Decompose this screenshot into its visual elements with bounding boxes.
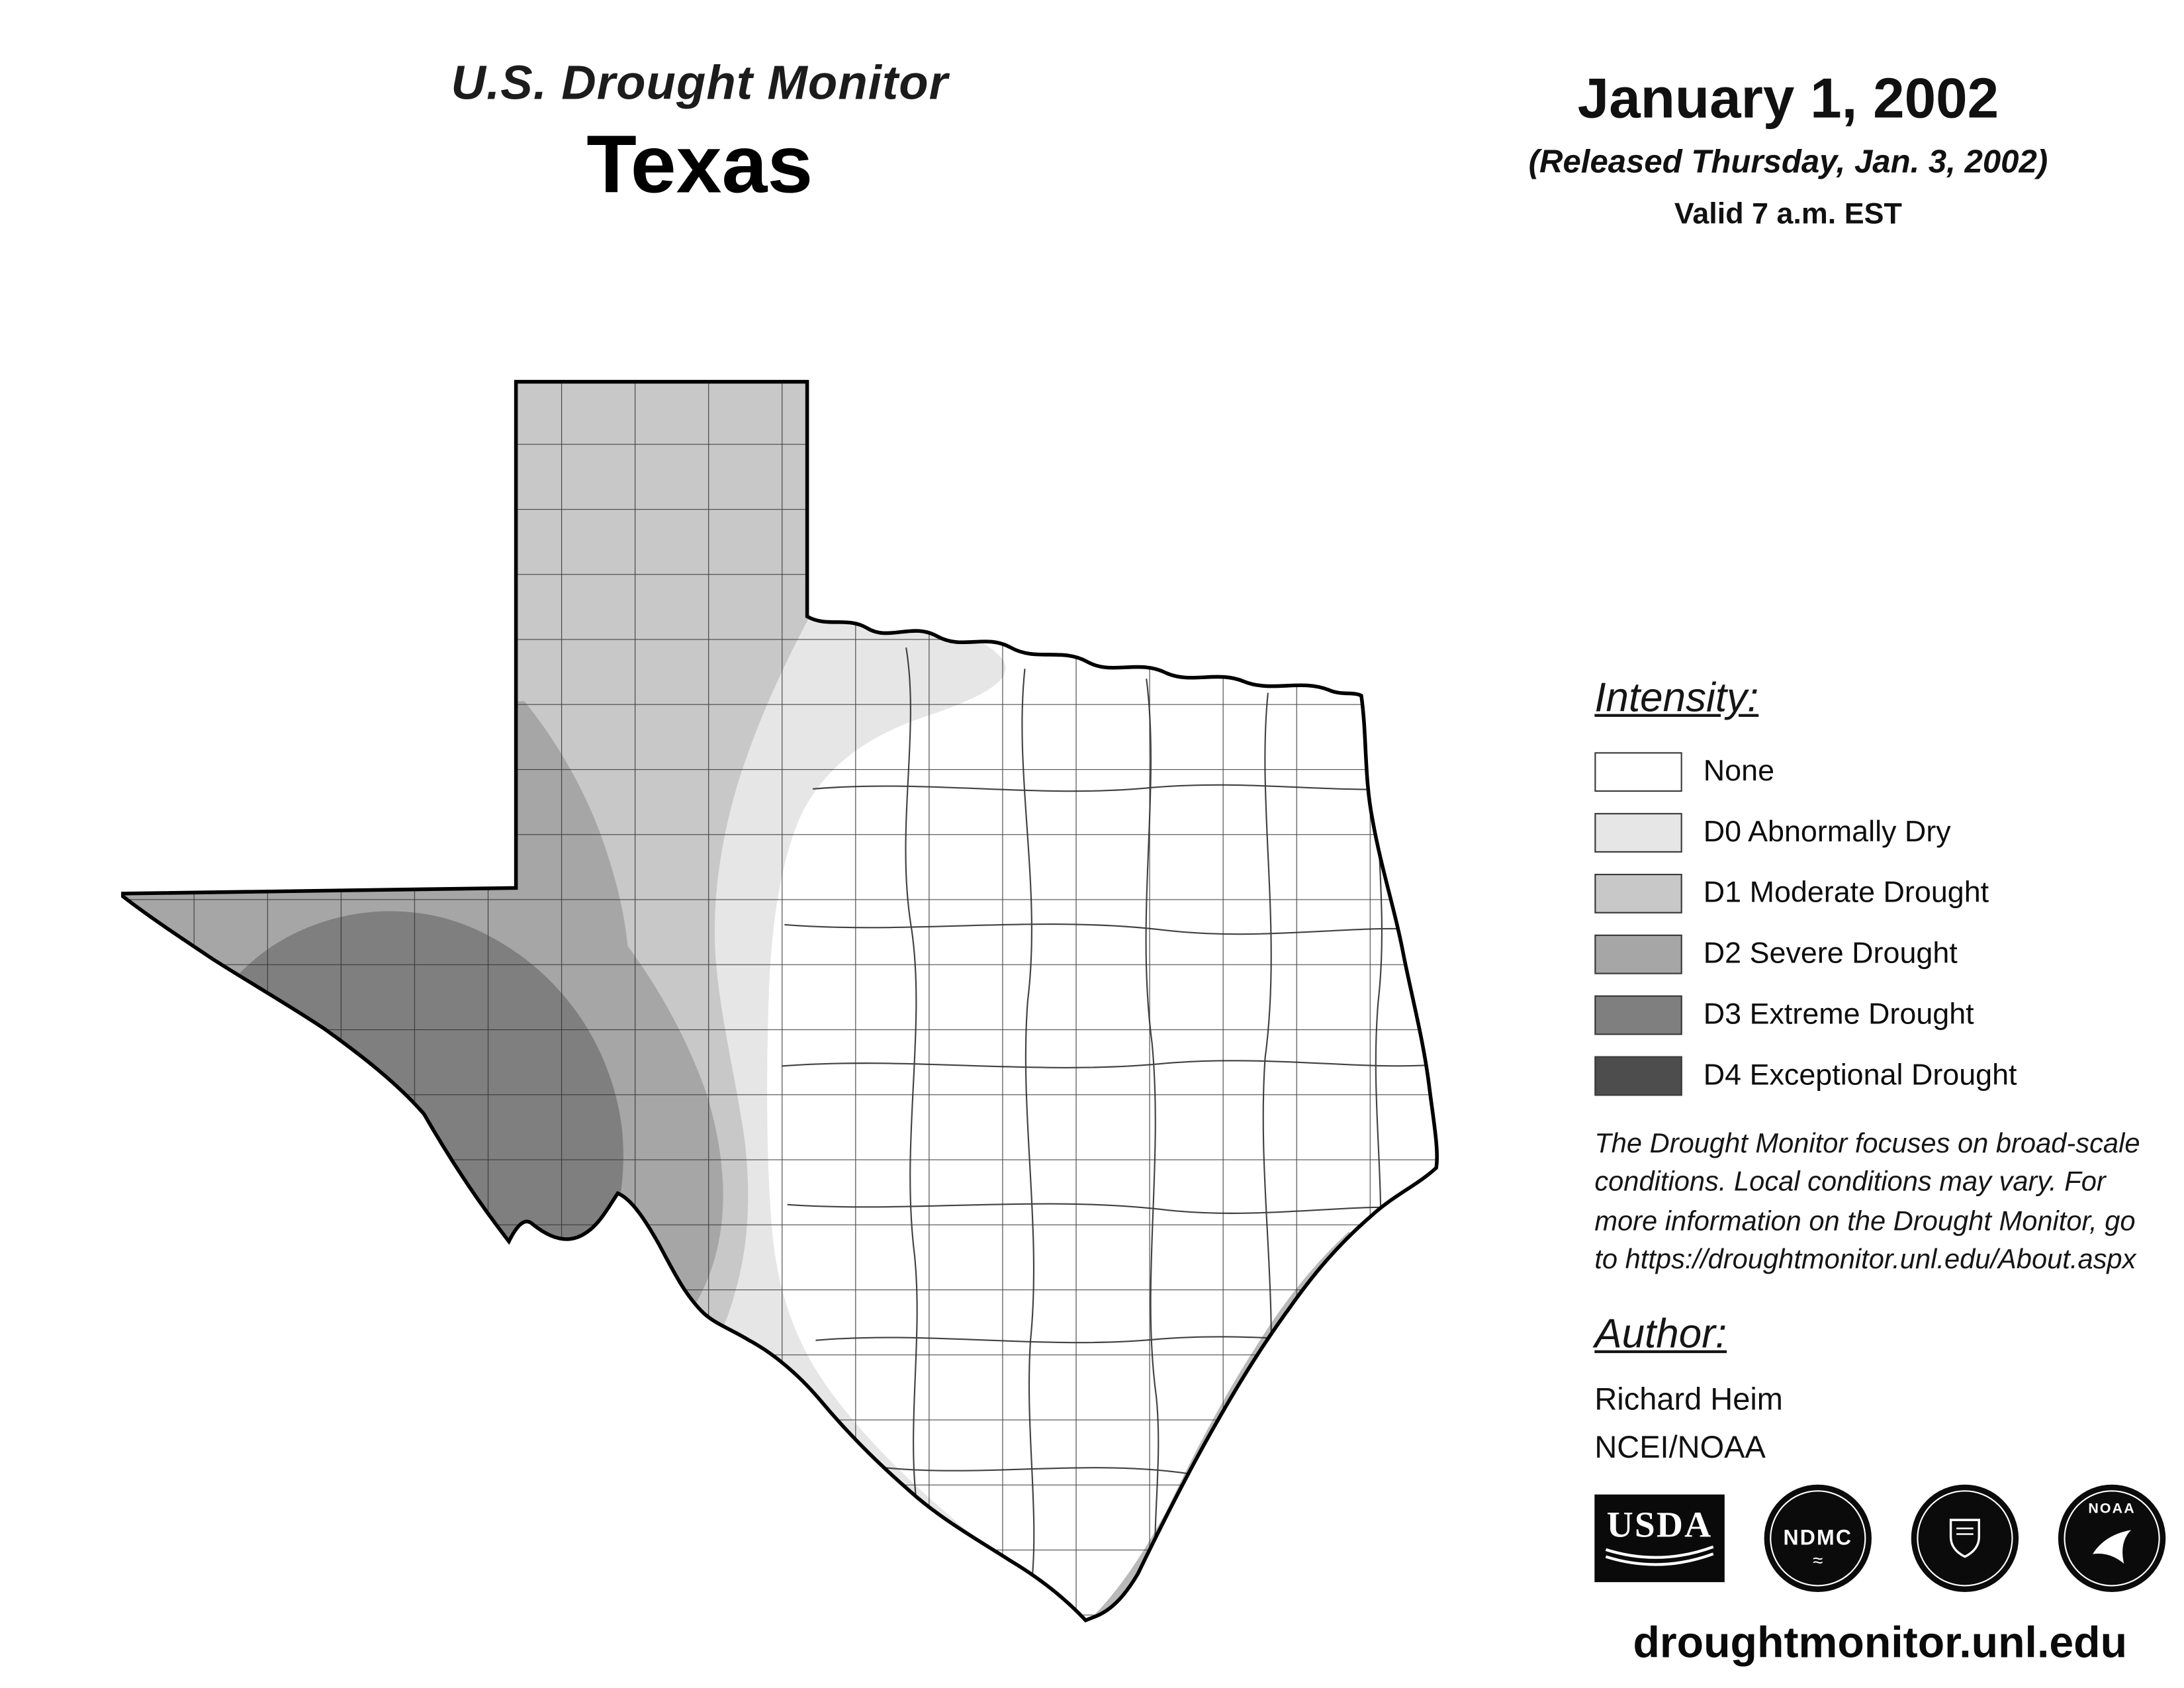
commerce-logo [1911, 1484, 2019, 1593]
author-affiliation: NCEI/NOAA [1594, 1429, 1766, 1465]
noaa-logo-text: NOAA [2088, 1501, 2136, 1517]
usda-logo-text: USDA [1606, 1504, 1713, 1546]
legend-item-d3: D3 Extreme Drought [1594, 984, 2165, 1045]
legend-label-d1: D1 Moderate Drought [1703, 876, 1989, 909]
legend-swatch-d3 [1594, 994, 1682, 1035]
legend-swatch-d0 [1594, 812, 1682, 852]
legend: None D0 Abnormally Dry D1 Moderate Droug… [1594, 741, 2165, 1105]
region-title: Texas [586, 118, 813, 211]
county-grid [122, 381, 1437, 1620]
ndmc-wave-icon: ≈ [1813, 1550, 1823, 1571]
legend-heading: Intensity: [1594, 675, 1759, 722]
commerce-ring-icon [1917, 1490, 2013, 1587]
texas-map [121, 379, 1439, 1623]
ndmc-ring-icon [1770, 1490, 1866, 1587]
legend-item-d1: D1 Moderate Drought [1594, 863, 2165, 923]
author-block: Author: Richard Heim NCEI/NOAA [1594, 1312, 2165, 1466]
texas-outline [121, 379, 1439, 1623]
noaa-bird-icon [2093, 1530, 2132, 1564]
footer-url: droughtmonitor.unl.edu [1633, 1617, 2128, 1667]
legend-label-d4: D4 Exceptional Drought [1703, 1058, 2017, 1091]
usda-logo: USDA [1594, 1494, 1725, 1583]
legend-label-d2: D2 Severe Drought [1703, 937, 1958, 970]
legend-swatch-d1 [1594, 872, 1682, 913]
legend-swatch-d2 [1594, 933, 1682, 974]
noaa-logo: NOAA [2058, 1484, 2166, 1593]
legend-swatch-none [1594, 751, 1682, 792]
commerce-shield-icon [1949, 1519, 1980, 1558]
valid-time: Valid 7 a.m. EST [1674, 198, 1902, 231]
author-name: Richard Heim [1594, 1381, 1783, 1417]
logo-row: USDA NDMC ≈ NOAA [1594, 1484, 2166, 1593]
page-title: U.S. Drought Monitor [451, 56, 949, 111]
legend-item-d2: D2 Severe Drought [1594, 923, 2165, 984]
release-date: (Released Thursday, Jan. 3, 2002) [1528, 142, 2048, 180]
map-date: January 1, 2002 [1577, 68, 1999, 130]
ndmc-logo: NDMC ≈ [1764, 1484, 1872, 1593]
map-container [120, 379, 1442, 1623]
author-heading: Author: [1594, 1312, 1727, 1358]
usda-swoosh-icon [1605, 1545, 1714, 1566]
legend-swatch-d4 [1594, 1055, 1682, 1096]
legend-item-d4: D4 Exceptional Drought [1594, 1045, 2165, 1105]
ndmc-logo-text: NDMC [1783, 1526, 1853, 1551]
legend-item-d0: D0 Abnormally Dry [1594, 802, 2165, 863]
legend-label-d0: D0 Abnormally Dry [1703, 815, 1951, 848]
legend-label-none: None [1703, 754, 1775, 787]
disclaimer-text: The Drought Monitor focuses on broad-sca… [1594, 1128, 2140, 1276]
legend-label-d3: D3 Extreme Drought [1703, 997, 1974, 1031]
legend-item-none: None [1594, 741, 2165, 802]
date-block: January 1, 2002 (Released Thursday, Jan.… [1442, 68, 2135, 232]
title-block: U.S. Drought Monitor Texas [318, 56, 1081, 212]
noaa-ring-icon [2064, 1490, 2160, 1587]
